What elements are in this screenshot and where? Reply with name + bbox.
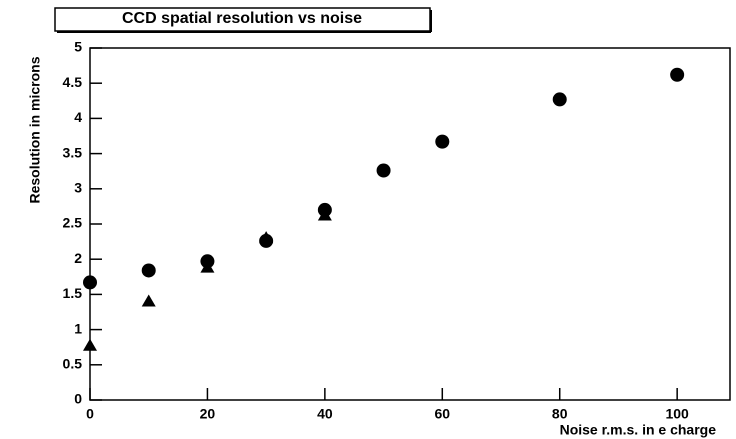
triangle-point bbox=[317, 208, 332, 221]
circle-point bbox=[435, 134, 450, 149]
circle-point bbox=[83, 275, 97, 290]
y-tick-label: 1 bbox=[74, 320, 82, 336]
y-tick-label: 2 bbox=[74, 250, 82, 266]
x-tick-label: 100 bbox=[665, 406, 689, 422]
triangle-point bbox=[200, 260, 215, 273]
circle-point bbox=[552, 92, 567, 107]
triangle-point bbox=[141, 294, 156, 307]
x-tick-label: 20 bbox=[200, 406, 216, 422]
y-tick-label: 0 bbox=[74, 391, 82, 407]
y-tick-label: 5 bbox=[74, 39, 82, 55]
x-axis-label: Noise r.m.s. in e charge bbox=[560, 422, 717, 438]
circle-point bbox=[670, 67, 685, 82]
x-tick-label: 80 bbox=[552, 406, 568, 422]
y-tick-label: 0.5 bbox=[63, 356, 83, 372]
plot-frame bbox=[89, 47, 731, 401]
y-tick-label: 3 bbox=[74, 180, 82, 196]
y-tick-label: 4.5 bbox=[63, 74, 83, 90]
chart-title: CCD spatial resolution vs noise bbox=[122, 10, 362, 27]
triangle-point bbox=[83, 338, 97, 351]
x-tick-label: 40 bbox=[317, 406, 333, 422]
y-tick-label: 3.5 bbox=[63, 144, 83, 160]
circle-point bbox=[141, 263, 156, 278]
y-axis-label: Resolution in microns bbox=[27, 56, 43, 203]
x-tick-label: 60 bbox=[435, 406, 451, 422]
y-tick-label: 2.5 bbox=[63, 215, 83, 231]
circle-point bbox=[376, 163, 391, 178]
y-tick-label: 4 bbox=[74, 109, 82, 125]
y-tick-label: 1.5 bbox=[63, 285, 83, 301]
triangle-point bbox=[259, 231, 274, 244]
x-tick-label: 0 bbox=[86, 406, 94, 422]
